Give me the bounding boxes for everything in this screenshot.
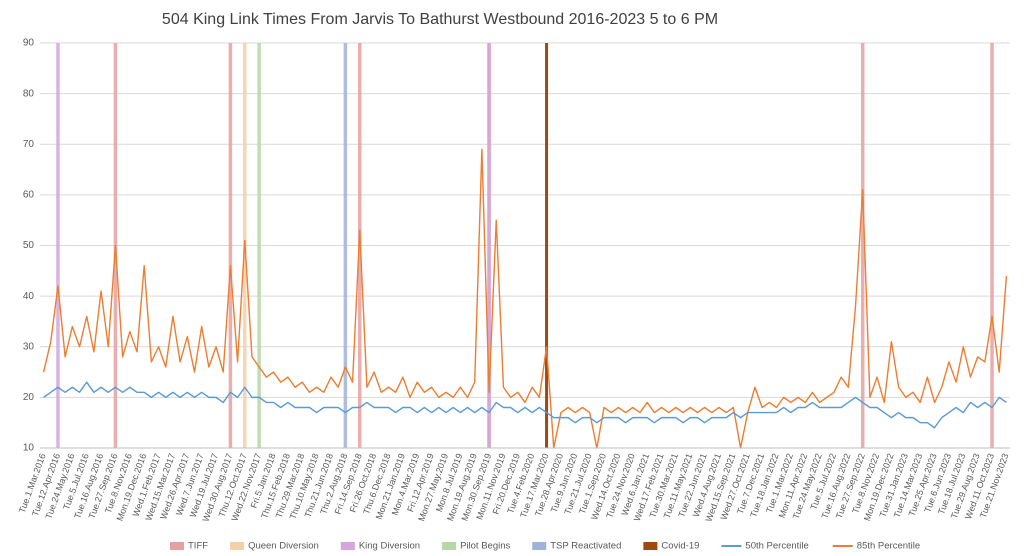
legend-swatch [170, 542, 184, 550]
legend-label: Queen Diversion [248, 541, 319, 552]
legend-label: TSP Reactivated [550, 541, 621, 552]
chart-title: 504 King Link Times From Jarvis To Bathu… [162, 11, 718, 28]
event-bar [56, 43, 60, 448]
legend-label: Covid-19 [661, 541, 699, 552]
y-tick-label: 20 [23, 392, 35, 403]
legend-label: Pilot Begins [460, 541, 510, 552]
y-tick-label: 50 [23, 240, 35, 251]
legend-swatch [340, 542, 355, 550]
series-line [42, 148, 1008, 449]
y-tick-label: 60 [23, 190, 35, 201]
legend-label: 85th Percentile [857, 541, 920, 552]
event-bar [228, 43, 233, 448]
series-line [43, 381, 1007, 429]
legend-swatch [442, 542, 457, 550]
event-bar [343, 43, 348, 448]
y-tick-label: 70 [23, 139, 35, 150]
event-bar [257, 43, 261, 448]
legend-label: King Diversion [359, 541, 420, 552]
legend-swatch [643, 542, 658, 550]
legend-label: 50th Percentile [745, 541, 808, 552]
y-tick-label: 80 [23, 88, 35, 99]
legend-swatch [532, 542, 547, 550]
y-tick-label: 10 [23, 443, 35, 454]
event-bar [990, 43, 994, 448]
y-tick-label: 30 [23, 341, 35, 352]
event-bar [487, 43, 491, 448]
legend-swatch [230, 542, 245, 550]
legend-label: TIFF [188, 541, 208, 552]
y-tick-label: 90 [23, 38, 35, 49]
event-bar [860, 43, 865, 448]
y-tick-label: 40 [23, 291, 35, 302]
event-bar [545, 43, 549, 448]
